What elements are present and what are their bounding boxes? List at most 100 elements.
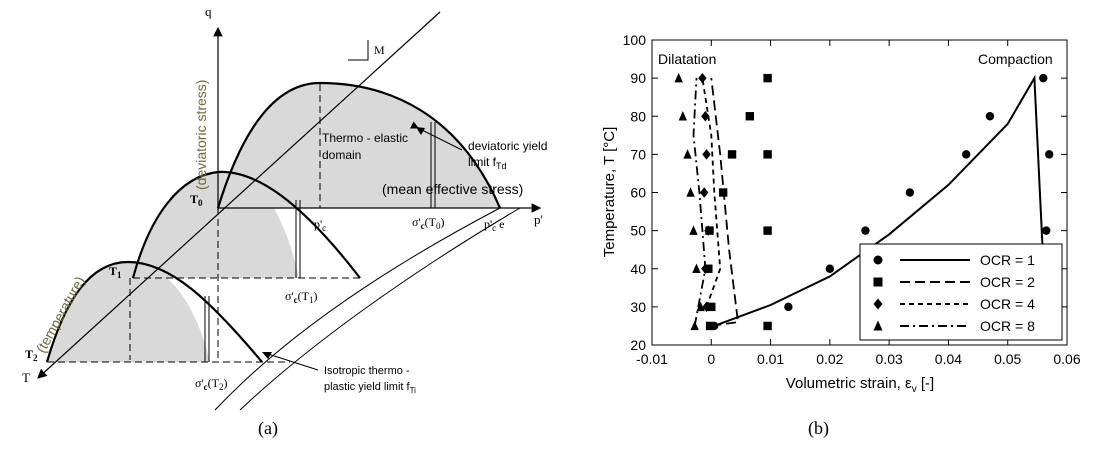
diamond-marker bbox=[702, 149, 711, 160]
legend-label: OCR = 4 bbox=[980, 296, 1035, 312]
deviatoric-leader bbox=[409, 121, 463, 151]
diamond-marker bbox=[702, 301, 711, 313]
deviatoric-limit-label: deviatoric yield bbox=[468, 139, 547, 153]
x-tick-label: 0.01 bbox=[757, 351, 784, 367]
yield-surface-diagram: q p' T M (deviatoric stress) (mean effec… bbox=[22, 4, 547, 411]
diamond-marker bbox=[704, 225, 713, 236]
square-marker bbox=[763, 321, 772, 331]
circle-marker bbox=[905, 188, 915, 197]
triangle-marker bbox=[690, 320, 699, 331]
shaded-domain-T2 bbox=[47, 262, 210, 362]
circle-marker bbox=[962, 150, 971, 159]
elastic-domain-label: Thermo - elastic bbox=[322, 131, 408, 145]
circle-marker bbox=[1045, 150, 1054, 159]
legend-label: OCR = 2 bbox=[980, 274, 1035, 290]
T2-label: T2 bbox=[25, 347, 38, 363]
square-marker bbox=[707, 302, 716, 312]
isotropic-leader bbox=[264, 352, 319, 371]
caption-b: (b) bbox=[808, 418, 829, 438]
triangle-marker bbox=[678, 111, 688, 121]
pc-label: p'c bbox=[314, 217, 326, 233]
sigma-T1-label: σ'c(T1) bbox=[285, 289, 317, 305]
slope-M-marker bbox=[348, 40, 369, 61]
T-axis-label: T bbox=[22, 370, 30, 385]
temperature-strain-chart: -0.01 0 0.01 0.02 0.03 0.04 0.05 0.06 20 30 40 50 6… bbox=[601, 32, 1081, 395]
deviatoric-limit-label-2: limit fTd bbox=[468, 155, 507, 171]
triangle-marker bbox=[689, 225, 698, 235]
circle-marker bbox=[985, 112, 995, 121]
circle-marker bbox=[861, 226, 870, 235]
y-tick-label: 70 bbox=[630, 146, 646, 162]
legend-label: OCR = 1 bbox=[980, 252, 1035, 268]
triangle-marker bbox=[683, 149, 692, 159]
y-tick-label: 50 bbox=[630, 223, 646, 239]
triangle-marker bbox=[692, 263, 701, 273]
mean-stress-label: (mean effective stress) bbox=[382, 181, 523, 197]
x-tick-group: -0.01 0 0.01 0.02 0.03 0.04 0.05 0.06 bbox=[636, 40, 1081, 367]
square-marker bbox=[705, 321, 715, 331]
triangle-marker bbox=[873, 320, 883, 331]
sigma-T2-label: σ'c(T2) bbox=[195, 376, 227, 392]
legend: OCR = 1 OCR = 2 OCR = 4 OCR = 8 bbox=[859, 243, 1063, 341]
circle-marker bbox=[784, 302, 793, 312]
square-marker bbox=[763, 73, 772, 83]
isotropic-limit-curve-inner bbox=[214, 207, 501, 411]
x-axis-label: Volumetric strain, εv [-] bbox=[786, 375, 934, 395]
deviatoric-curve-T0 bbox=[216, 81, 502, 209]
deviatoric-leader-arrowhead bbox=[416, 127, 425, 135]
series-curve-triangle bbox=[692, 78, 707, 327]
dilatation-annotation: Dilatation bbox=[658, 51, 716, 67]
square-marker bbox=[873, 277, 883, 287]
y-tick-label: 20 bbox=[630, 337, 646, 353]
circle-marker bbox=[825, 264, 835, 273]
shaded-domain-T1 bbox=[133, 171, 299, 278]
series-curve-square bbox=[710, 77, 740, 327]
x-tick-label: 0.05 bbox=[994, 351, 1021, 367]
triangle-marker bbox=[686, 187, 695, 197]
square-marker bbox=[727, 150, 737, 159]
T0-label: T0 bbox=[190, 192, 203, 208]
triangle-marker bbox=[696, 301, 705, 312]
y-tick-group: 20 30 40 50 60 70 80 90 100 bbox=[623, 32, 1067, 353]
isotropic-limit-curve-outer bbox=[239, 207, 521, 411]
legend-label: OCR = 8 bbox=[980, 318, 1035, 334]
compaction-annotation: Compaction bbox=[978, 51, 1053, 67]
sigma-T0-label: σ'c(T0) bbox=[412, 215, 444, 231]
isotropic-limit-label-2: plastic yield limit fTi bbox=[324, 381, 416, 395]
x-tick-label: -0.01 bbox=[636, 351, 668, 367]
y-tick-label: 30 bbox=[630, 299, 646, 315]
y-axis-label: Temperature, T [°C] bbox=[601, 127, 618, 258]
series-curve-circle bbox=[713, 74, 1048, 327]
x-tick-label: 0.04 bbox=[935, 351, 962, 367]
y-tick-label: 90 bbox=[630, 70, 646, 86]
y-tick-label: 100 bbox=[623, 32, 647, 48]
diamond-marker bbox=[873, 298, 883, 310]
x-tick-label: 0.03 bbox=[876, 351, 903, 367]
deviatoric-stress-label: (deviatoric stress) bbox=[193, 80, 209, 190]
circle-marker bbox=[873, 255, 883, 265]
x-tick-label: 0.06 bbox=[1053, 351, 1080, 367]
y-tick-label: 80 bbox=[630, 108, 646, 124]
square-marker bbox=[763, 226, 772, 235]
pce-label: p'c e bbox=[484, 217, 505, 233]
y-tick-label: 60 bbox=[630, 185, 646, 201]
q-axis-label: q bbox=[205, 4, 212, 19]
triangle-marker bbox=[674, 72, 683, 83]
deviatoric-curve-T1 bbox=[131, 170, 361, 279]
y-tick-label: 40 bbox=[630, 261, 646, 277]
isotropic-leader-arrowhead bbox=[262, 352, 272, 359]
caption-a: (a) bbox=[258, 418, 278, 438]
T1-label: T1 bbox=[109, 264, 122, 280]
elastic-domain-label-2: domain bbox=[322, 148, 361, 162]
shaded-domain-T0 bbox=[218, 83, 500, 208]
temperature-axis bbox=[37, 11, 441, 379]
x-tick-label: 0.02 bbox=[816, 351, 843, 367]
isotropic-limit-label: Isotropic thermo - bbox=[324, 365, 410, 377]
square-marker bbox=[718, 188, 728, 197]
circle-marker bbox=[1039, 73, 1048, 83]
circle-marker bbox=[1042, 226, 1051, 235]
p-axis-label: p' bbox=[534, 212, 543, 227]
x-tick-label: 0 bbox=[707, 351, 715, 367]
square-marker bbox=[745, 112, 755, 121]
square-marker bbox=[763, 150, 772, 159]
